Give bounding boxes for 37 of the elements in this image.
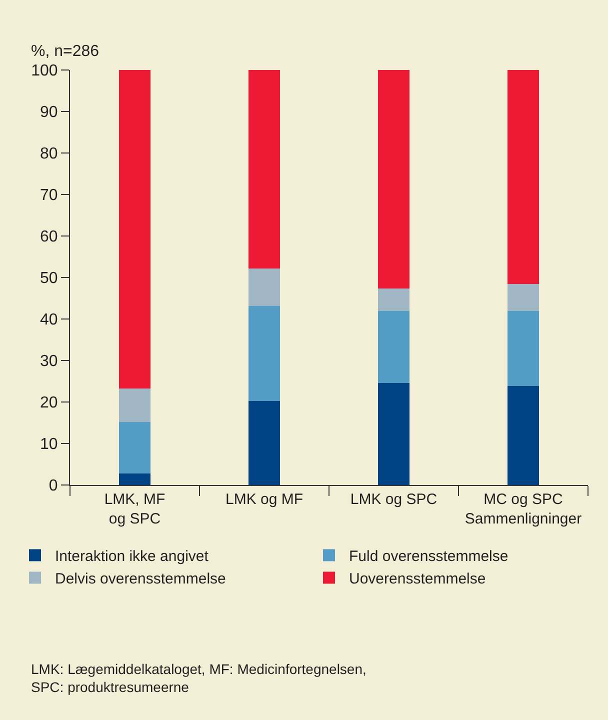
bar <box>248 268 280 306</box>
y-tick-label: 10 <box>40 436 58 454</box>
y-tick-label: 50 <box>40 270 58 288</box>
x-tick-label: LMK og SPC <box>350 491 438 508</box>
x-tick-label: LMK, MF og SPC <box>104 491 166 528</box>
bar <box>378 382 410 485</box>
x-tick-label: LMK og MF <box>225 491 304 508</box>
bar <box>378 288 410 312</box>
legend-label: Delvis overensstemmelse <box>55 570 226 588</box>
y-tick-label: 30 <box>40 353 58 370</box>
bar <box>378 70 410 288</box>
bar <box>119 422 150 474</box>
bar <box>378 311 410 383</box>
x-tick-label: MC og SPC Sammenligninger <box>464 491 582 528</box>
bar <box>508 386 539 485</box>
y-tick-label: 20 <box>40 394 58 412</box>
legend-label: Uoverensstemmelse <box>349 570 486 588</box>
legend-label: Fuld overensstemmelse <box>349 548 508 566</box>
bar <box>119 473 150 485</box>
bar <box>508 70 539 284</box>
bar <box>508 311 539 386</box>
y-tick-label: 40 <box>40 312 58 329</box>
bar <box>119 388 150 422</box>
y-tick-label: 60 <box>40 228 58 246</box>
y-tick-label: 90 <box>40 104 58 122</box>
bar <box>248 400 280 485</box>
y-tick-label: 70 <box>40 187 58 204</box>
text: LMK: Lægemiddelkataloget, MF: Medicinfortegnelsen, SPC: produktresumeerne <box>31 661 366 696</box>
bar <box>248 70 280 268</box>
y-tick-label: 80 <box>40 146 58 163</box>
bar <box>119 70 150 388</box>
y-axis-title: %, n=286 <box>31 43 100 60</box>
y-tick-label: 100 <box>31 62 58 80</box>
bar <box>508 284 539 312</box>
legend-label: Interaktion ikke angivet <box>55 548 210 566</box>
y-tick-label: 0 <box>48 478 58 495</box>
bar <box>248 306 280 401</box>
